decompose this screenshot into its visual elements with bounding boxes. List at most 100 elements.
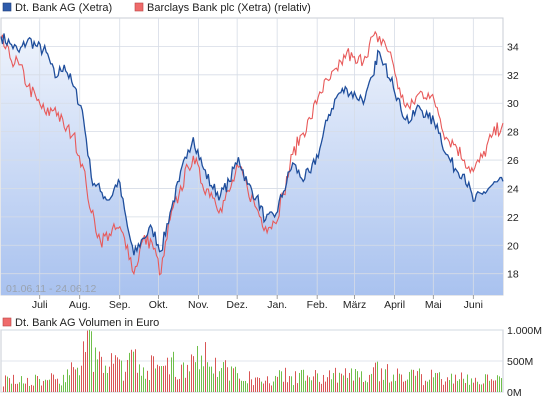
volume-bar [419,368,420,392]
legend-swatch-series-2 [134,2,144,12]
volume-bar [127,359,128,392]
volume-bar [497,375,498,392]
price-x-tick-label: Dez. [226,299,248,311]
volume-bar [451,373,452,392]
volume-bar [177,379,178,392]
volume-bar [203,366,204,392]
volume-bar [189,371,190,392]
volume-bar [425,380,426,392]
volume-bar [27,377,28,392]
volume-bar [17,383,18,392]
price-x-tick-label: April [384,299,405,311]
volume-bar [109,366,110,392]
volume-bar [119,359,120,392]
volume-bar [299,372,300,392]
volume-bar [21,376,22,392]
volume-bar [421,374,422,392]
volume-bar [435,372,436,392]
volume-bar [297,383,298,392]
volume-bar [143,367,144,392]
price-y-tick-label: 26 [507,155,519,167]
volume-bar [29,385,30,392]
volume-bar [57,378,58,392]
volume-bar [41,385,42,392]
price-x-tick-label: Sep. [109,299,131,311]
volume-bar [463,378,464,392]
volume-bar [267,376,268,392]
volume-bar [433,377,434,392]
volume-bar [273,381,274,392]
volume-bar [255,377,256,392]
legend-swatch-series-1 [2,2,12,12]
volume-bar [257,377,258,392]
volume-bar [165,365,166,392]
volume-bar [291,376,292,392]
price-x-tick-label: Juni [464,299,483,311]
volume-bar [201,355,202,392]
volume-bar [265,380,266,392]
volume-bar [459,379,460,392]
volume-bar [431,369,432,392]
volume-bar [13,374,14,392]
volume-bar [395,380,396,392]
volume-bar [343,375,344,392]
volume-bar [371,373,372,392]
volume-bar [473,382,474,392]
volume-bar [365,380,366,392]
volume-bar [393,374,394,392]
volume-bar [145,378,146,392]
volume-bar [75,369,76,392]
volume-bars [3,329,502,392]
volume-bar [191,354,192,392]
volume-bar [367,382,368,392]
volume-bar [55,379,56,392]
price-x-tick-label: Feb. [307,299,328,311]
volume-bar [141,375,142,392]
volume-bar [103,372,104,392]
legend-label-volume: Dt. Bank AG Volumen in Euro [15,317,159,329]
volume-bar [229,380,230,392]
volume-bar [153,356,154,392]
volume-bar [445,381,446,392]
price-x-tick-label: Juli [32,299,48,311]
price-y-tick-label: 34 [507,41,519,53]
volume-bar [15,383,16,392]
volume-bar [321,383,322,392]
price-y-tick-label: 18 [507,269,519,281]
volume-bar [471,378,472,392]
volume-bar [123,380,124,392]
volume-bar [9,378,10,392]
volume-bar [159,366,160,392]
volume-bar [325,381,326,392]
volume-bar [387,364,388,392]
legend-label-series-2: Barclays Bank plc (Xetra) (relativ) [147,2,311,14]
volume-bar [155,368,156,392]
price-x-tick-label: Okt. [149,299,168,311]
volume-bar [243,381,244,392]
volume-bar [275,375,276,392]
volume-bar [329,370,330,392]
volume-bar [221,368,222,392]
series-line-deutsche-bank [0,33,504,256]
volume-bar [479,384,480,392]
volume-bar [347,377,348,392]
volume-bar [309,377,310,392]
volume-bar [377,361,378,392]
volume-bar [313,376,314,392]
volume-bar [181,364,182,392]
volume-bar [417,371,418,392]
volume-bar [481,384,482,392]
volume-bar [79,375,80,392]
volume-bar [33,385,34,392]
volume-bar [251,379,252,392]
volume-bar [467,374,468,392]
volume-bar [161,366,162,392]
volume-bar [213,373,214,392]
volume-bar [499,376,500,392]
price-x-tick-label: Mai [425,299,442,311]
volume-bar [341,373,342,392]
volume-bar [137,372,138,392]
volume-bar [279,370,280,392]
volume-bar [115,355,116,392]
